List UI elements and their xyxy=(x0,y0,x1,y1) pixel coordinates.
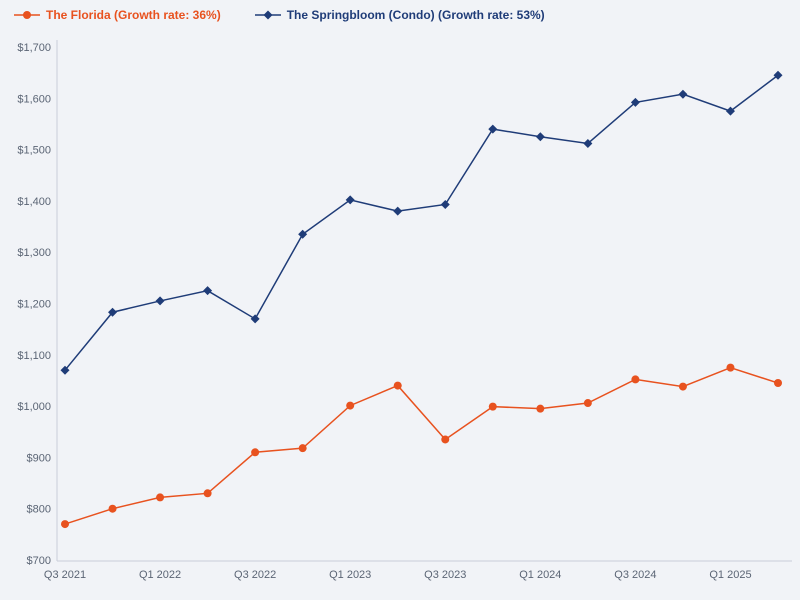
legend-item-the-florida[interactable]: The Florida (Growth rate: 36%) xyxy=(14,8,221,22)
x-axis-tick-label: Q3 2021 xyxy=(44,569,86,581)
y-axis-tick-label: $1,200 xyxy=(17,299,51,311)
data-point-marker xyxy=(203,489,212,498)
y-axis-tick-label: $1,300 xyxy=(17,247,51,259)
chart-legend: The Florida (Growth rate: 36%) The Sprin… xyxy=(14,8,545,22)
data-point-marker xyxy=(61,520,69,529)
data-point-marker xyxy=(60,365,70,375)
y-axis-tick-label: $1,700 xyxy=(17,42,51,54)
legend-label-the-florida: The Florida (Growth rate: 36%) xyxy=(46,8,221,22)
data-point-marker xyxy=(108,307,118,317)
data-point-marker xyxy=(346,401,355,410)
y-axis-tick-label: $1,100 xyxy=(17,350,51,362)
data-point-marker xyxy=(440,199,450,209)
data-point-marker xyxy=(678,89,688,99)
data-point-marker xyxy=(488,124,498,134)
data-point-marker xyxy=(678,382,687,391)
data-point-marker xyxy=(345,195,355,205)
data-point-marker xyxy=(583,138,593,148)
data-point-marker xyxy=(393,381,402,390)
y-axis-tick-label: $1,400 xyxy=(17,196,51,208)
x-axis-tick-label: Q3 2022 xyxy=(234,569,276,581)
y-axis-tick-label: $1,500 xyxy=(17,145,51,157)
data-point-marker xyxy=(774,379,782,388)
series-line xyxy=(64,366,779,525)
data-point-marker xyxy=(536,404,545,413)
data-point-marker xyxy=(488,402,497,411)
data-point-marker xyxy=(726,363,735,372)
x-axis-tick-label: Q1 2025 xyxy=(709,569,751,581)
data-point-marker xyxy=(441,435,450,444)
series-line xyxy=(64,74,779,371)
data-point-marker xyxy=(535,132,545,142)
data-point-marker xyxy=(108,504,117,513)
x-axis-tick-label: Q1 2022 xyxy=(139,569,181,581)
data-point-marker xyxy=(773,70,783,80)
data-point-marker xyxy=(203,286,213,296)
data-point-marker xyxy=(298,444,307,453)
y-axis-tick-label: $800 xyxy=(27,504,51,516)
data-point-marker xyxy=(298,229,308,239)
x-axis-tick-label: Q3 2024 xyxy=(614,569,656,581)
x-axis-tick-label: Q1 2023 xyxy=(329,569,371,581)
y-axis-tick-label: $700 xyxy=(27,555,51,567)
data-point-marker xyxy=(630,97,640,107)
data-point-marker xyxy=(155,296,165,306)
y-axis-tick-label: $1,000 xyxy=(17,401,51,413)
data-point-marker xyxy=(631,375,640,384)
data-point-marker xyxy=(156,493,165,502)
x-axis-tick-label: Q1 2024 xyxy=(519,569,561,581)
y-axis-tick-label: $1,600 xyxy=(17,93,51,105)
x-axis-tick-label: Q3 2023 xyxy=(424,569,466,581)
line-diamond-marker-icon xyxy=(254,10,281,20)
legend-label-the-springbloom: The Springbloom (Condo) (Growth rate: 53… xyxy=(286,8,545,22)
data-point-marker xyxy=(583,399,592,408)
y-axis-tick-label: $900 xyxy=(27,452,51,464)
legend-item-the-springbloom[interactable]: The Springbloom (Condo) (Growth rate: 53… xyxy=(254,8,545,22)
line-circle-marker-icon xyxy=(14,11,40,19)
data-point-marker xyxy=(251,448,260,457)
data-point-marker xyxy=(725,106,735,116)
data-point-marker xyxy=(393,206,403,216)
data-point-marker xyxy=(250,314,260,324)
